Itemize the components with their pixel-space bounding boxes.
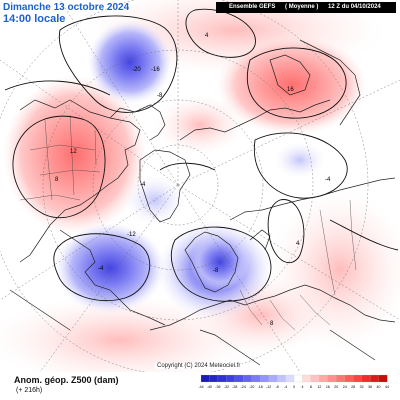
colorbar-swatch bbox=[336, 374, 346, 383]
colorbar-tick-label: 16 bbox=[326, 385, 330, 389]
parameter-label: Anom. géop. Z500 (dam) bbox=[14, 375, 119, 385]
geopotential-contours bbox=[4, 8, 399, 302]
colorbar-tick-label: -32 bbox=[224, 385, 229, 389]
anomaly-map: -20 -16 -8 -4 16 12 8 4 -4 -12 -4 -8 4 8 bbox=[0, 0, 400, 372]
colorbar-swatch bbox=[361, 374, 371, 383]
model-run: 12 Z du 04/10/2024 bbox=[328, 4, 381, 10]
colorbar-tick-label: -40 bbox=[207, 385, 212, 389]
colorbar-tick-label: 36 bbox=[368, 385, 372, 389]
colorbar-tick-label: -24 bbox=[241, 385, 246, 389]
contour-label: -16 bbox=[151, 67, 160, 73]
contour-label: -4 bbox=[140, 182, 146, 188]
colorbar-swatch bbox=[276, 374, 286, 383]
anomaly-fields bbox=[0, 0, 400, 372]
colorbar-tick-label: 24 bbox=[343, 385, 347, 389]
contour-label: -4 bbox=[325, 177, 331, 183]
colorbar-swatch bbox=[369, 374, 379, 383]
map-area: -20 -16 -8 -4 16 12 8 4 -4 -12 -4 -8 4 8 bbox=[0, 0, 400, 372]
colorbar-tick-label: 20 bbox=[334, 385, 338, 389]
colorbar-tick-label: 32 bbox=[360, 385, 364, 389]
positive-anomaly-asia bbox=[270, 190, 400, 350]
colorbar-tick-label: 8 bbox=[310, 385, 312, 389]
positive-anomaly-center bbox=[155, 95, 245, 155]
colorbar-tick-label: 4 bbox=[301, 385, 303, 389]
legend-footer: Anom. géop. Z500 (dam) (+ 216h) -44 -40 -3… bbox=[0, 372, 400, 400]
colorbar-swatch bbox=[251, 374, 261, 383]
colorbar-swatch bbox=[217, 374, 227, 383]
colorbar-tick-label: -36 bbox=[215, 385, 220, 389]
graticule bbox=[0, 0, 400, 372]
colorbar-swatch bbox=[268, 374, 278, 383]
contour-label: -20 bbox=[132, 67, 141, 73]
contour-label: 16 bbox=[287, 87, 294, 93]
positive-anomaly-atlantic bbox=[0, 295, 250, 372]
colorbar-swatch bbox=[200, 374, 210, 383]
colorbar-tick-label: 12 bbox=[317, 385, 321, 389]
contour-label: -4 bbox=[98, 266, 104, 272]
borders bbox=[19, 114, 357, 331]
negative-anomaly-arctic bbox=[125, 175, 185, 225]
model-name: Ensemble GEFS bbox=[229, 4, 276, 10]
colorbar-tick-label: -8 bbox=[275, 385, 278, 389]
contour-label: 4 bbox=[296, 241, 300, 247]
colorbar-tick-label: -12 bbox=[266, 385, 271, 389]
colorbar-swatch bbox=[260, 374, 270, 383]
contour-labels: -20 -16 -8 -4 16 12 8 4 -4 -12 -4 -8 4 8 bbox=[55, 33, 331, 327]
negative-anomaly-pacific bbox=[88, 20, 172, 104]
colorbar: -44 -40 -36 -32 -28 -24 -20 -16 -12 -8 -4 0 4 8 12 16 20… bbox=[198, 374, 389, 389]
model-info-box: Ensemble GEFS ( Moyenne ) 12 Z du 04/10/… bbox=[216, 2, 396, 13]
colorbar-swatch bbox=[209, 374, 219, 383]
copyright-notice: Copyright (C) 2024 Meteociel.fr bbox=[155, 363, 243, 369]
colorbar-tick-label: 40 bbox=[377, 385, 381, 389]
colorbar-swatch bbox=[353, 374, 363, 383]
negative-anomaly-scandinavia-core bbox=[190, 234, 250, 290]
colorbar-swatch bbox=[226, 374, 236, 383]
colorbar-tick-label: -44 bbox=[198, 385, 203, 389]
valid-date: Dimanche 13 octobre 2024 bbox=[3, 2, 130, 13]
contour-label: 12 bbox=[70, 149, 77, 155]
model-variant: ( Moyenne ) bbox=[285, 4, 319, 10]
positive-anomaly-alaska bbox=[3, 75, 147, 235]
colorbar-swatch bbox=[243, 374, 253, 383]
colorbar-tick-label: -20 bbox=[249, 385, 254, 389]
negative-anomaly-siberia bbox=[275, 142, 325, 178]
colorbar-swatch bbox=[234, 374, 244, 383]
contour-label: -12 bbox=[127, 232, 136, 238]
valid-time: 14:00 locale bbox=[3, 13, 66, 25]
contour-label: 8 bbox=[55, 177, 59, 183]
colorbar-swatch bbox=[310, 374, 320, 383]
positive-anomaly-siberia bbox=[217, 35, 367, 135]
colorbar-tick-label: 0 bbox=[293, 385, 295, 389]
contour-label: -8 bbox=[213, 268, 219, 274]
colorbar-swatch bbox=[327, 374, 337, 383]
negative-anomaly-hudson bbox=[55, 223, 165, 313]
colorbar-swatch bbox=[285, 374, 295, 383]
colorbar-swatch bbox=[293, 374, 303, 383]
colorbar-tick-label: 28 bbox=[351, 385, 355, 389]
colorbar-tick-label: -4 bbox=[284, 385, 287, 389]
contour-label: 4 bbox=[205, 33, 209, 39]
colorbar-tick-label: -28 bbox=[232, 385, 237, 389]
colorbar-tick-label: -16 bbox=[258, 385, 263, 389]
contour-label: -8 bbox=[157, 93, 163, 99]
title-block: Dimanche 13 octobre 2024 14:00 locale bbox=[3, 2, 129, 25]
colorbar-swatch bbox=[319, 374, 329, 383]
colorbar-swatch bbox=[302, 374, 312, 383]
colorbar-swatch bbox=[378, 374, 388, 383]
colorbar-swatch bbox=[344, 374, 354, 383]
lead-time: (+ 216h) bbox=[16, 387, 43, 394]
colorbar-tick-label: 44 bbox=[385, 385, 389, 389]
contour-label: 8 bbox=[270, 321, 274, 327]
